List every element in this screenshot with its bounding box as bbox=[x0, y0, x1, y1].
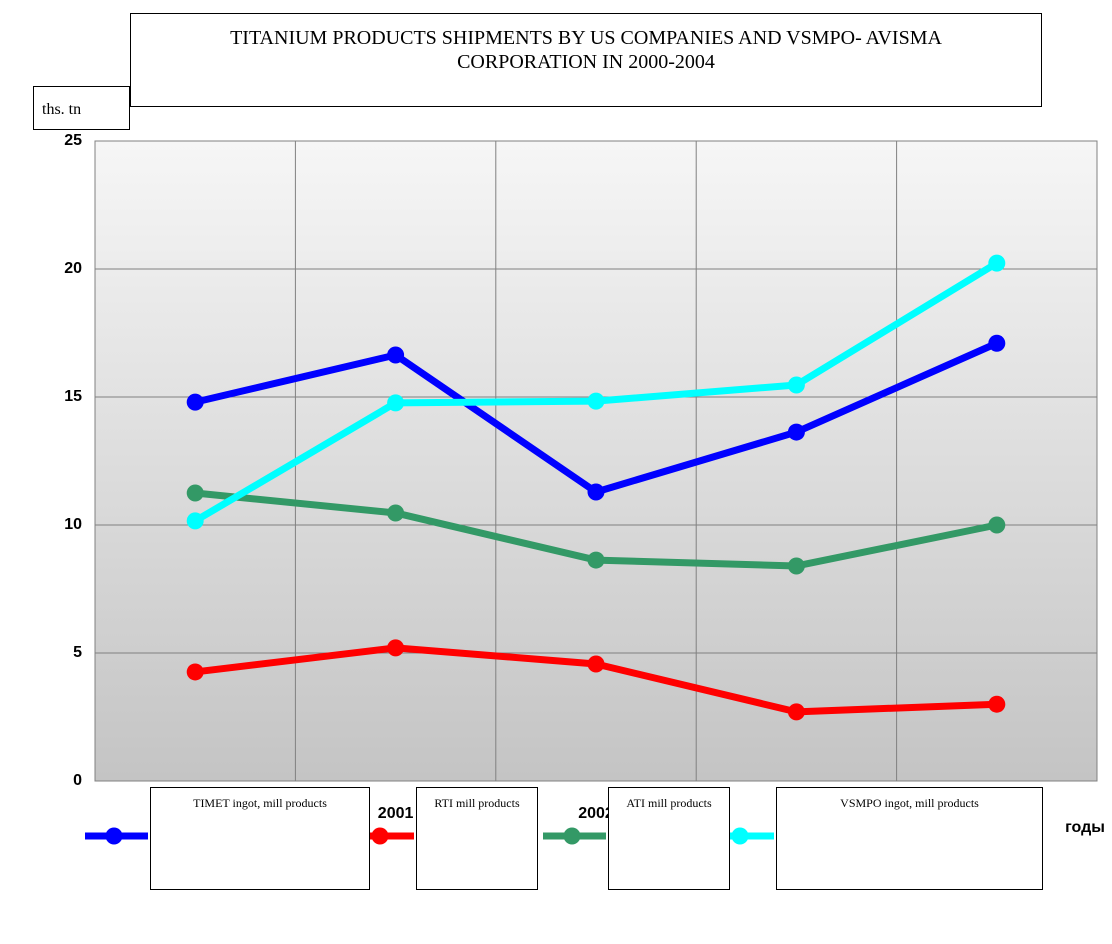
data-point bbox=[186, 663, 204, 681]
y-tick-label: 5 bbox=[73, 644, 82, 661]
data-point bbox=[988, 254, 1006, 272]
data-point bbox=[988, 516, 1006, 534]
data-point bbox=[387, 639, 405, 657]
data-point bbox=[186, 393, 204, 411]
y-tick-label: 20 bbox=[64, 260, 82, 277]
data-point bbox=[587, 392, 605, 410]
legend-label: RTI mill products bbox=[416, 787, 538, 890]
y-axis-label: ths. tn bbox=[33, 86, 130, 130]
x-tick-label: 2002 bbox=[578, 805, 614, 822]
data-point bbox=[186, 484, 204, 502]
y-tick-label: 10 bbox=[64, 516, 82, 533]
legend-marker bbox=[731, 827, 749, 845]
legend-marker bbox=[563, 827, 581, 845]
data-point bbox=[387, 394, 405, 412]
legend-marker bbox=[105, 827, 123, 845]
data-point bbox=[988, 695, 1006, 713]
y-tick-label: 25 bbox=[64, 132, 82, 149]
data-point bbox=[387, 504, 405, 522]
data-point bbox=[787, 703, 805, 721]
plot-area bbox=[94, 140, 1098, 782]
data-point bbox=[387, 346, 405, 364]
x-tick-label: 2001 bbox=[378, 805, 414, 822]
data-point bbox=[587, 551, 605, 569]
data-point bbox=[787, 423, 805, 441]
y-tick-label: 15 bbox=[64, 388, 82, 405]
legend-label: VSMPO ingot, mill products bbox=[776, 787, 1043, 890]
legend-label: ATI mill products bbox=[608, 787, 730, 890]
data-point bbox=[186, 512, 204, 530]
y-tick-label: 0 bbox=[73, 772, 82, 789]
data-point bbox=[787, 376, 805, 394]
data-point bbox=[587, 483, 605, 501]
x-axis-label: годы bbox=[1065, 819, 1105, 836]
data-point bbox=[787, 557, 805, 575]
data-point bbox=[988, 334, 1006, 352]
chart-title: TITANIUM PRODUCTS SHIPMENTS BY US COMPAN… bbox=[230, 27, 942, 73]
data-point bbox=[587, 655, 605, 673]
legend-label: TIMET ingot, mill products bbox=[150, 787, 370, 890]
legend-marker bbox=[371, 827, 389, 845]
title-box: TITANIUM PRODUCTS SHIPMENTS BY US COMPAN… bbox=[130, 13, 1042, 107]
